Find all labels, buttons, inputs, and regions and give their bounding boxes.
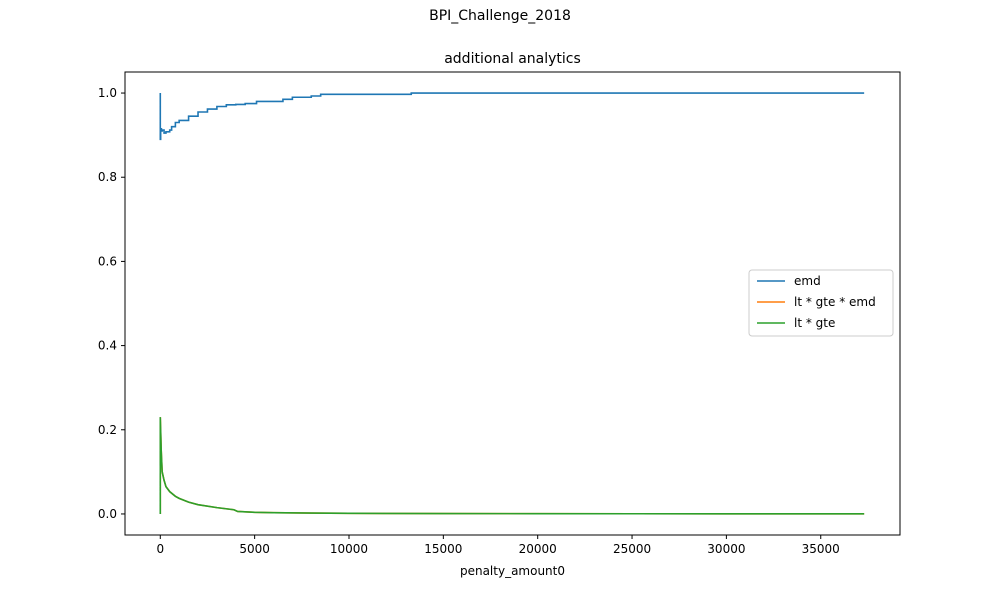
series-line-1 (159, 92, 865, 141)
y-tick-label: 0.0 (98, 507, 117, 521)
y-tick-label: 0.6 (98, 254, 117, 268)
legend-entry: lt * gte * emd (794, 295, 876, 309)
x-tick-label: 5000 (239, 542, 270, 556)
y-tick-label: 0.4 (98, 339, 117, 353)
y-tick-label: 1.0 (98, 86, 117, 100)
figure-suptitle: BPI_Challenge_2018 (429, 8, 571, 24)
x-tick-label: 35000 (802, 542, 840, 556)
chart-title: additional analytics (444, 51, 581, 67)
plot-frame (124, 71, 901, 536)
series-layer (159, 92, 865, 515)
x-tick-label: 10000 (330, 542, 368, 556)
x-tick-label: 20000 (519, 542, 557, 556)
legend: emd lt * gte * emd lt * gte (748, 269, 894, 337)
x-tick-label: 15000 (424, 542, 462, 556)
y-axis: 0.0 0.2 0.4 0.6 0.8 1.0 (98, 86, 125, 521)
series-line-2 (159, 417, 865, 515)
series-line-3 (159, 417, 865, 515)
x-tick-label: 25000 (613, 542, 651, 556)
legend-entry: lt * gte (794, 316, 835, 330)
legend-box (748, 269, 894, 337)
x-tick-label: 0 (156, 542, 164, 556)
y-tick-label: 0.2 (98, 423, 117, 437)
y-tick-label: 0.8 (98, 170, 117, 184)
legend-entry: emd (794, 274, 821, 288)
x-tick-label: 30000 (707, 542, 745, 556)
x-axis-label: penalty_amount0 (460, 564, 565, 578)
x-axis: 0 5000 10000 15000 20000 25000 30000 35000 (156, 535, 840, 556)
